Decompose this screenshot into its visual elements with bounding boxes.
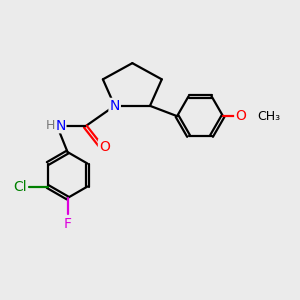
- Text: Cl: Cl: [14, 179, 27, 194]
- Text: N: N: [110, 99, 120, 113]
- Text: F: F: [64, 217, 72, 231]
- Text: O: O: [235, 109, 246, 123]
- Text: CH₃: CH₃: [257, 110, 280, 123]
- Text: H: H: [46, 119, 56, 132]
- Text: N: N: [56, 119, 66, 133]
- Text: O: O: [99, 140, 110, 154]
